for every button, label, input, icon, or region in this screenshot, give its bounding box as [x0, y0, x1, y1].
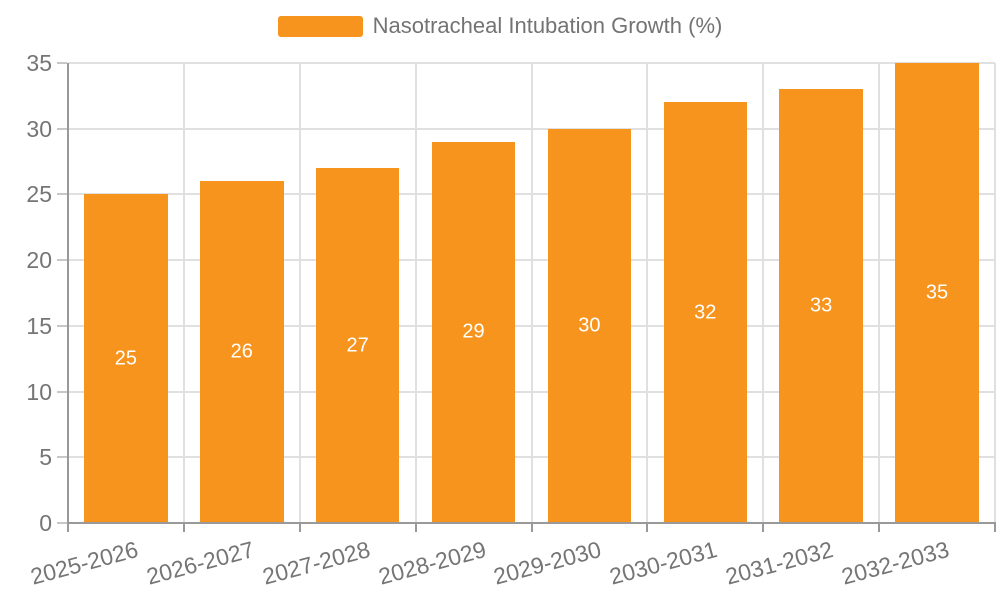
y-tick-label: 30 — [26, 115, 52, 142]
x-tick-label: 2026-2027 — [143, 536, 257, 590]
bar[interactable]: 33 — [779, 89, 863, 523]
x-axis-tick — [67, 524, 69, 532]
gridline-vertical — [646, 63, 649, 523]
legend[interactable]: Nasotracheal Intubation Growth (%) — [0, 13, 1000, 39]
x-tick-label: 2029-2030 — [491, 536, 605, 590]
gridline-vertical — [762, 63, 765, 523]
y-axis-tick — [57, 127, 67, 130]
x-tick-label: 2031-2032 — [722, 536, 836, 590]
legend-swatch — [277, 15, 363, 37]
bar[interactable]: 30 — [547, 128, 632, 523]
x-tick-label: 2025-2026 — [27, 536, 141, 590]
x-axis-tick — [182, 524, 185, 532]
y-axis-tick — [57, 324, 67, 327]
y-tick-label: 0 — [39, 510, 52, 536]
gridline-vertical — [878, 63, 881, 523]
x-axis-tick — [298, 524, 301, 532]
plot-area: 25 26 27 29 30 32 33 35 — [68, 62, 996, 523]
bar-value-label: 25 — [114, 347, 138, 370]
gridline-vertical — [414, 63, 417, 523]
gridline-vertical — [530, 63, 533, 523]
x-tick-label: 2028-2029 — [375, 536, 489, 590]
y-tick-label: 5 — [39, 444, 52, 471]
bar[interactable]: 25 — [84, 194, 168, 523]
bar[interactable]: 35 — [895, 63, 979, 523]
bar-value-label: 32 — [694, 301, 717, 324]
bar[interactable]: 32 — [663, 102, 748, 523]
y-axis-tick — [57, 193, 67, 196]
x-axis-line — [67, 522, 996, 524]
bar-value-label: 33 — [810, 294, 833, 317]
x-axis-tick — [646, 524, 649, 532]
y-axis-tick — [57, 390, 67, 393]
x-axis-tick — [414, 524, 417, 532]
bar-value-label: 27 — [346, 334, 369, 357]
y-tick-label: 20 — [26, 247, 52, 274]
x-axis-tick — [530, 524, 533, 532]
gridline-vertical — [994, 63, 996, 523]
x-tick-label: 2030-2031 — [607, 536, 721, 590]
legend-label: Nasotracheal Intubation Growth (%) — [372, 13, 723, 38]
bar-value-label: 35 — [925, 281, 949, 304]
bar[interactable]: 29 — [431, 141, 516, 523]
y-axis-tick — [57, 62, 67, 64]
bar-value-label: 26 — [230, 340, 253, 363]
x-tick-label: 2027-2028 — [259, 536, 373, 590]
y-tick-label: 35 — [26, 50, 52, 76]
y-axis-tick — [57, 456, 67, 459]
gridline-vertical — [182, 63, 185, 523]
x-axis-tick — [762, 524, 765, 532]
y-axis-tick — [57, 522, 67, 524]
y-tick-label: 15 — [26, 312, 52, 339]
y-axis-line — [67, 63, 69, 524]
x-tick-label: 2032-2033 — [838, 536, 952, 590]
y-tick-label: 25 — [26, 181, 52, 208]
bar[interactable]: 26 — [200, 181, 284, 523]
x-axis-tick — [878, 524, 881, 532]
y-tick-label: 10 — [26, 378, 52, 405]
bar-value-label: 30 — [578, 314, 601, 337]
gridline-vertical — [298, 63, 301, 523]
bar-value-label: 29 — [462, 320, 485, 343]
bar[interactable]: 27 — [315, 168, 400, 523]
x-axis-tick — [994, 524, 996, 532]
y-axis-tick — [57, 259, 67, 262]
